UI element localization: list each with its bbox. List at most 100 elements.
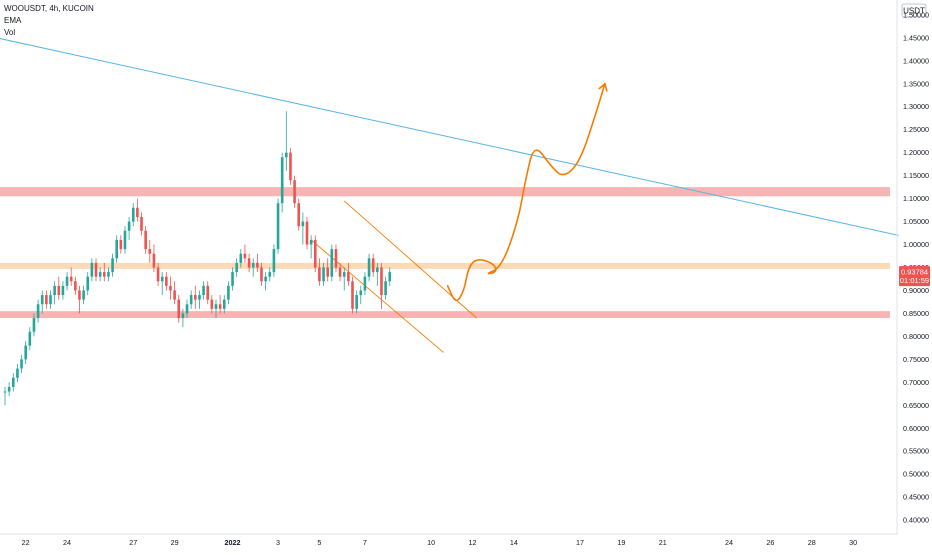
candle-body (36, 304, 40, 319)
candle-body (247, 258, 251, 268)
candle-body (160, 276, 164, 282)
candle-body (363, 276, 367, 291)
candle-body (82, 290, 85, 300)
candle-body (144, 230, 147, 250)
candle-body (115, 239, 118, 259)
projection-arrowhead (598, 82, 608, 92)
candle-body (318, 267, 321, 282)
candle-body (131, 207, 135, 222)
axis-layer: USDT (0, 0, 927, 535)
symbol-title[interactable]: WOOUSDT, 4h, KUCOIN (4, 4, 94, 13)
axis-ticks: 1.50000 1.45000 1.40000 1.35000 1.30000 1.250… (22, 10, 929, 547)
time-tick-label: 22 (22, 538, 30, 547)
candle-body (140, 216, 143, 231)
currency-label: USDT (903, 7, 925, 16)
chart-legend: WOOUSDT, 4h, KUCOIN EMA Vol (4, 3, 94, 39)
price-tick-label: 1.20000 (903, 148, 929, 157)
candle-body (53, 285, 56, 296)
candle-body (313, 239, 317, 268)
candle-body (148, 249, 152, 254)
projection-layer (446, 82, 608, 302)
candle-body (127, 221, 131, 231)
indicator-volume[interactable]: Vol (4, 28, 16, 37)
candle-body (388, 272, 392, 282)
resistance-zone (0, 187, 890, 197)
candle-body (351, 281, 354, 309)
time-tick-label: 10 (427, 538, 435, 547)
time-tick-label: 14 (510, 538, 518, 547)
candle-body (305, 221, 309, 245)
candles-layer (3, 111, 392, 406)
candle-body (256, 262, 259, 268)
candle-body (206, 285, 210, 300)
currency-label-box (901, 3, 927, 18)
candle-body (198, 295, 201, 300)
candle-body (293, 180, 296, 204)
candle-body (297, 203, 301, 227)
time-tick-label: 17 (576, 538, 584, 547)
time-tick-label: 24 (63, 538, 71, 547)
price-tick-label: 1.05000 (903, 217, 929, 226)
price-tick-label: 1.15000 (903, 171, 929, 180)
price-tick-label: 0.75000 (903, 355, 929, 364)
price-tick-label: 1.35000 (903, 79, 929, 88)
candle-body (280, 157, 284, 204)
candle-body (371, 258, 375, 273)
time-tick-label: 2022 (225, 538, 241, 547)
price-tick-label: 0.55000 (903, 447, 929, 456)
time-tick-label: 30 (849, 538, 857, 547)
price-tick-label: 0.40000 (903, 516, 929, 525)
price-tick-label: 1.00000 (903, 240, 929, 249)
price-tick-label: 0.45000 (903, 493, 929, 502)
zones-layer (0, 187, 890, 319)
candle-body (222, 299, 226, 309)
candle-body (268, 272, 272, 277)
candle-body (272, 249, 276, 273)
current-price-value: 0.93784 (901, 268, 928, 277)
price-tick-label: 0.65000 (903, 401, 929, 410)
time-tick-label: 29 (171, 538, 179, 547)
candle-body (16, 368, 19, 378)
candle-body (214, 304, 218, 309)
price-tick-label: 0.80000 (903, 332, 929, 341)
indicator-ema[interactable]: EMA (4, 16, 22, 25)
candle-body (330, 249, 334, 277)
candle-body (210, 299, 214, 309)
candle-body (136, 207, 139, 217)
candle-body (78, 290, 81, 300)
candle-body (326, 267, 329, 277)
candle-body (334, 249, 338, 268)
candle-body (376, 267, 379, 273)
candle-body (243, 253, 247, 259)
price-tick-label: 0.50000 (903, 470, 929, 479)
candle-body (177, 299, 181, 319)
candle-body (251, 262, 255, 268)
price-tick-label: 1.50000 (903, 10, 929, 19)
price-tick-label: 1.10000 (903, 194, 929, 203)
candle-body (156, 267, 160, 282)
candle-body (338, 267, 342, 277)
time-tick-label: 5 (317, 538, 321, 547)
candle-body (65, 276, 69, 286)
pivot-zone (0, 262, 890, 269)
time-tick-label: 7 (363, 538, 367, 547)
candle-body (239, 253, 243, 263)
channel-lower-line (310, 239, 444, 353)
candle-body (173, 290, 176, 300)
support-zone (0, 311, 890, 319)
price-tick-label: 0.70000 (903, 378, 929, 387)
candle-body (123, 230, 127, 250)
bar-countdown: 01:01:59 (900, 276, 929, 285)
price-tick-label: 1.25000 (903, 125, 929, 134)
candle-body (309, 239, 313, 245)
candle-body (90, 262, 94, 277)
candle-body (264, 276, 267, 282)
candle-body (202, 285, 205, 296)
price-tick-label: 1.30000 (903, 102, 929, 111)
projection-path (446, 82, 606, 302)
candle-body (102, 272, 106, 277)
time-tick-label: 28 (808, 538, 816, 547)
candle-body (185, 304, 189, 314)
